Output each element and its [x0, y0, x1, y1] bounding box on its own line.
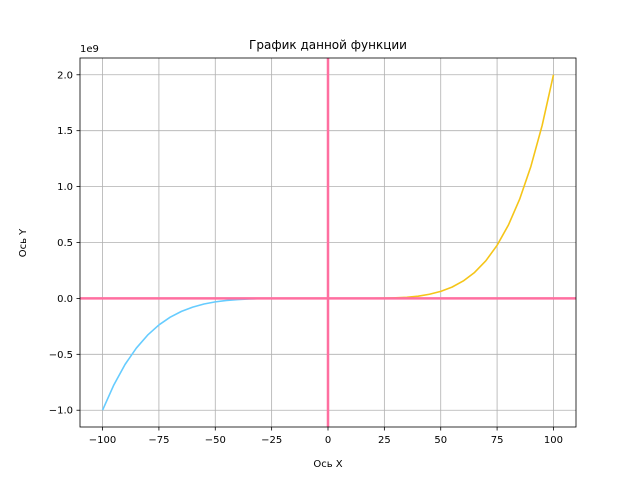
- y-tick-label: 0.0: [57, 294, 73, 305]
- x-tick-label: 75: [491, 435, 504, 446]
- x-tick-label: 25: [378, 435, 391, 446]
- x-tick-label: −25: [261, 435, 282, 446]
- y-tick-label: 1.5: [57, 126, 73, 137]
- x-tick-label: −100: [89, 435, 116, 446]
- y-tick-label: 2.0: [57, 70, 73, 81]
- series-group: [80, 58, 576, 427]
- y-axis-title: Ось Y: [18, 228, 29, 257]
- x-tick-label: 0: [325, 435, 331, 446]
- x-tick-label: −50: [205, 435, 226, 446]
- x-tick-label: 50: [434, 435, 447, 446]
- y-tick-label: −0.5: [49, 350, 73, 361]
- y-tick-label: 0.5: [57, 238, 73, 249]
- ticks-group: −100 −75 −50 −25 0 25 50 75 100 −1.0 −0.5 0.0 0.5 1.0…: [49, 70, 563, 446]
- y-tick-label: −1.0: [49, 406, 73, 417]
- x-axis-title: Ось X: [313, 459, 342, 470]
- y-tick-label: 1.0: [57, 182, 73, 193]
- x-tick-label: 100: [544, 435, 563, 446]
- chart-title: График данной функции: [249, 38, 407, 52]
- x-tick-label: −75: [148, 435, 169, 446]
- y-offset-label: 1e9: [80, 44, 99, 55]
